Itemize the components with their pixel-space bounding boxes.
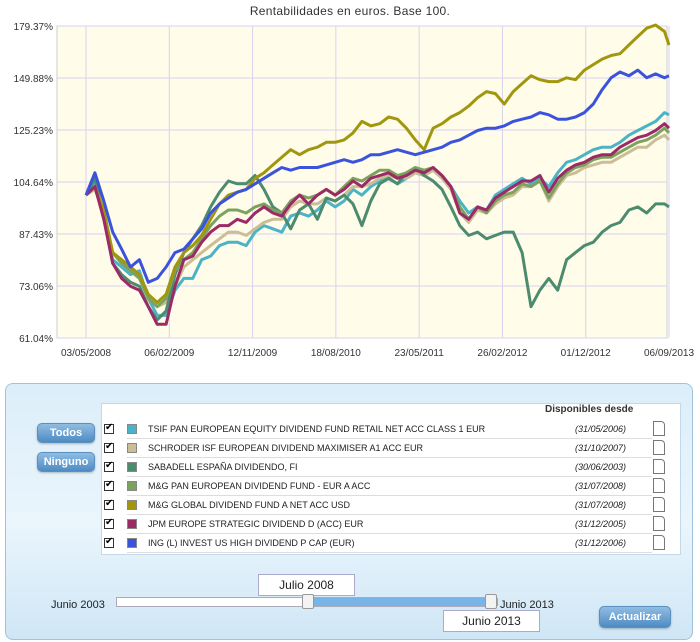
row-divider (127, 533, 652, 534)
x-tick-label: 12/11/2009 (228, 348, 278, 359)
fund-available-date: (31/10/2007) (574, 443, 626, 453)
y-tick-label: 61.04% (19, 334, 53, 345)
x-tick-label: 06/09/2013 (644, 348, 694, 359)
fund-checkbox[interactable] (104, 498, 114, 510)
fund-available-date: (31/05/2006) (574, 424, 626, 434)
row-divider (127, 457, 652, 458)
slider-selected-range (313, 598, 498, 606)
series-line (85, 133, 671, 309)
document-icon[interactable] (653, 497, 665, 512)
fund-list (101, 403, 681, 555)
fund-row: JPM EUROPE STRATEGIC DIVIDEND D (ACC) EU… (101, 516, 666, 534)
fund-checkbox[interactable] (104, 479, 114, 491)
document-icon[interactable] (653, 535, 665, 550)
row-divider (127, 495, 652, 496)
x-tick-label: 06/02/2009 (144, 348, 194, 359)
y-tick-label: 149.88% (14, 74, 54, 85)
start-date-display: Julio 2008 (258, 574, 355, 596)
x-tick-label: 23/05/2011 (394, 348, 444, 359)
fund-row: SABADELL ESPAÑA DIVIDENDO, FI (30/06/2003… (101, 459, 666, 477)
fund-row: M&G GLOBAL DIVIDEND FUND A NET ACC USD (3… (101, 497, 666, 515)
fund-color-swatch (127, 500, 137, 510)
row-divider (127, 514, 652, 515)
select-none-button[interactable]: Ninguno (37, 452, 95, 472)
y-tick-label: 104.64% (14, 178, 54, 189)
fund-color-swatch (127, 443, 137, 453)
x-tick-label: 01/12/2012 (561, 348, 611, 359)
fund-available-date: (31/12/2006) (574, 538, 626, 548)
fund-name: SABADELL ESPAÑA DIVIDENDO, FI (148, 462, 298, 472)
fund-color-swatch (127, 424, 137, 434)
series-line (84, 111, 670, 317)
slider-end-handle[interactable] (485, 594, 497, 609)
x-tick-label: 03/05/2008 (61, 348, 111, 359)
fund-row: TSIF PAN EUROPEAN EQUITY DIVIDEND FUND R… (101, 421, 666, 439)
fund-name: M&G PAN EUROPEAN DIVIDEND FUND - EUR A A… (148, 481, 371, 491)
y-tick-label: 179.37% (14, 22, 54, 33)
slider-start-handle[interactable] (302, 594, 314, 609)
fund-checkbox[interactable] (104, 422, 114, 434)
slider-min-label: Junio 2003 (51, 599, 105, 611)
fund-available-date: (30/06/2003) (574, 462, 626, 472)
fund-color-swatch (127, 519, 137, 529)
fund-name: JPM EUROPE STRATEGIC DIVIDEND D (ACC) EU… (148, 519, 364, 529)
fund-checkbox[interactable] (104, 460, 114, 472)
available-since-header: Disponibles desde (545, 404, 634, 415)
row-divider (127, 438, 652, 439)
fund-color-swatch (127, 538, 137, 548)
fund-row: SCHRODER ISF EUROPEAN DIVIDEND MAXIMISER… (101, 440, 666, 458)
select-all-button[interactable]: Todos (37, 423, 95, 443)
y-tick-label: 87.43% (19, 230, 53, 241)
update-button[interactable]: Actualizar (599, 606, 671, 628)
series-line (84, 68, 670, 284)
fund-checkbox[interactable] (104, 441, 114, 453)
slider-max-label: Junio 2013 (500, 599, 554, 611)
fund-available-date: (31/07/2008) (574, 481, 626, 491)
fund-name: ING (L) INVEST US HIGH DIVIDEND P CAP (E… (148, 538, 355, 548)
series-line (84, 122, 671, 326)
y-tick-label: 73.06% (19, 282, 53, 293)
fund-available-date: (31/07/2008) (574, 500, 626, 510)
fund-name: M&G GLOBAL DIVIDEND FUND A NET ACC USD (148, 500, 351, 510)
fund-name: SCHRODER ISF EUROPEAN DIVIDEND MAXIMISER… (148, 443, 424, 453)
fund-checkbox[interactable] (104, 517, 114, 529)
document-icon[interactable] (653, 459, 665, 474)
series-line (84, 23, 671, 304)
x-tick-label: 18/08/2010 (311, 348, 361, 359)
fund-row: ING (L) INVEST US HIGH DIVIDEND P CAP (E… (101, 535, 666, 553)
end-date-display: Junio 2013 (443, 610, 540, 632)
fund-row: M&G PAN EUROPEAN DIVIDEND FUND - EUR A A… (101, 478, 666, 496)
document-icon[interactable] (653, 440, 665, 455)
row-divider (127, 552, 652, 553)
fund-color-swatch (127, 481, 137, 491)
performance-line-chart: 179.37% 149.88% 125.23% 104.64% 87.43% 73.06%… (14, 22, 695, 359)
y-tick-label: 125.23% (14, 126, 54, 137)
row-divider (127, 476, 652, 477)
chart-title: Rentabilidades en euros. Base 100. (249, 4, 451, 18)
x-tick-label: 26/02/2012 (477, 348, 527, 359)
document-icon[interactable] (653, 516, 665, 531)
document-icon[interactable] (653, 478, 665, 493)
fund-available-date: (31/12/2005) (574, 519, 626, 529)
document-icon[interactable] (653, 421, 665, 436)
fund-checkbox[interactable] (104, 536, 114, 548)
fund-color-swatch (127, 462, 137, 472)
fund-name: TSIF PAN EUROPEAN EQUITY DIVIDEND FUND R… (148, 424, 486, 434)
